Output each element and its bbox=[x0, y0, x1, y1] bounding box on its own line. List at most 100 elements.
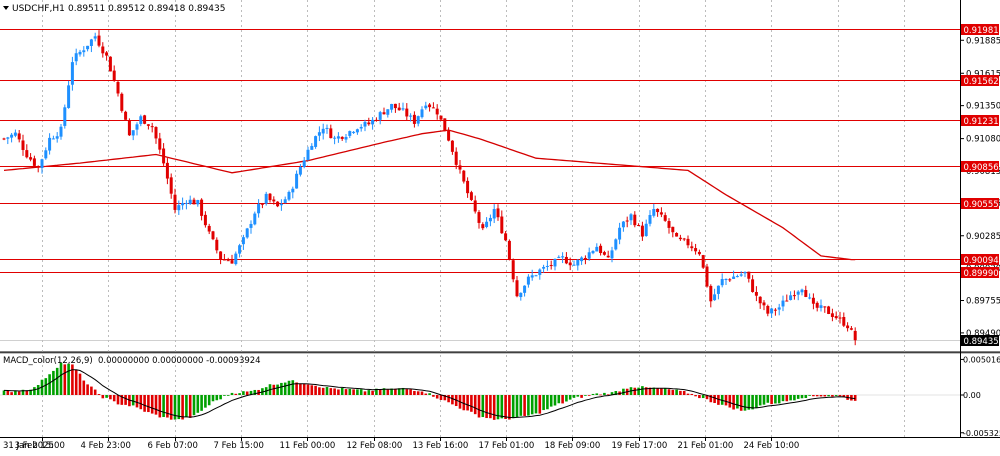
candle[interactable] bbox=[241, 234, 245, 250]
candle[interactable] bbox=[561, 252, 565, 264]
candle[interactable] bbox=[530, 269, 534, 281]
candle[interactable] bbox=[386, 109, 390, 118]
candle[interactable] bbox=[652, 203, 656, 218]
candle[interactable] bbox=[542, 264, 546, 273]
candle[interactable] bbox=[781, 295, 785, 312]
candle[interactable] bbox=[477, 210, 481, 229]
candle[interactable] bbox=[74, 48, 78, 66]
candle[interactable] bbox=[169, 173, 173, 199]
candle[interactable] bbox=[101, 42, 105, 58]
candle[interactable] bbox=[671, 226, 675, 238]
candle[interactable] bbox=[549, 260, 553, 270]
candle[interactable] bbox=[804, 285, 808, 298]
candle[interactable] bbox=[59, 124, 63, 140]
candle[interactable] bbox=[686, 235, 690, 249]
candle[interactable] bbox=[583, 255, 587, 265]
candle[interactable] bbox=[576, 259, 580, 271]
candle[interactable] bbox=[165, 158, 169, 185]
candle[interactable] bbox=[192, 197, 196, 205]
candle[interactable] bbox=[675, 232, 679, 237]
candle[interactable] bbox=[568, 257, 572, 271]
candle[interactable] bbox=[572, 260, 576, 266]
candle[interactable] bbox=[298, 164, 302, 177]
candle[interactable] bbox=[55, 132, 59, 143]
candle[interactable] bbox=[131, 130, 135, 141]
candle[interactable] bbox=[401, 102, 405, 111]
candle[interactable] bbox=[44, 147, 48, 160]
candle[interactable] bbox=[431, 102, 435, 109]
candle[interactable] bbox=[253, 211, 257, 226]
candle[interactable] bbox=[336, 132, 340, 143]
candle[interactable] bbox=[827, 305, 831, 315]
candle[interactable] bbox=[648, 210, 652, 227]
candle[interactable] bbox=[70, 56, 74, 91]
candle[interactable] bbox=[287, 190, 291, 202]
candle[interactable] bbox=[735, 274, 739, 278]
candle[interactable] bbox=[485, 217, 489, 229]
candle[interactable] bbox=[272, 196, 276, 205]
candle[interactable] bbox=[705, 263, 709, 288]
candle[interactable] bbox=[481, 222, 485, 231]
candle[interactable] bbox=[112, 65, 116, 82]
candle[interactable] bbox=[667, 218, 671, 234]
symbol-header[interactable]: USDCHF,H1 0.89511 0.89512 0.89418 0.8943… bbox=[3, 4, 225, 14]
candle[interactable] bbox=[367, 117, 371, 126]
candle[interactable] bbox=[454, 147, 458, 170]
candle[interactable] bbox=[424, 101, 428, 110]
candle[interactable] bbox=[800, 288, 804, 296]
candle[interactable] bbox=[580, 256, 584, 265]
candle[interactable] bbox=[701, 254, 705, 269]
candle[interactable] bbox=[108, 56, 112, 72]
candle[interactable] bbox=[469, 190, 473, 202]
candle[interactable] bbox=[458, 159, 462, 174]
candle[interactable] bbox=[314, 135, 318, 149]
candle[interactable] bbox=[416, 115, 420, 127]
candle[interactable] bbox=[135, 122, 139, 136]
candle[interactable] bbox=[51, 135, 55, 140]
candle[interactable] bbox=[306, 146, 310, 161]
candle[interactable] bbox=[545, 260, 549, 271]
candle[interactable] bbox=[762, 300, 766, 311]
candle[interactable] bbox=[724, 278, 728, 286]
candle[interactable] bbox=[697, 249, 701, 256]
candle[interactable] bbox=[796, 290, 800, 301]
candle[interactable] bbox=[378, 110, 382, 125]
candle[interactable] bbox=[838, 311, 842, 324]
candle[interactable] bbox=[644, 219, 648, 237]
candle[interactable] bbox=[412, 111, 416, 128]
candle[interactable] bbox=[428, 103, 432, 112]
candle[interactable] bbox=[602, 250, 606, 256]
candle[interactable] bbox=[371, 117, 375, 130]
candle[interactable] bbox=[146, 124, 150, 130]
candle[interactable] bbox=[10, 132, 14, 143]
candle[interactable] bbox=[340, 136, 344, 141]
candle[interactable] bbox=[656, 208, 660, 217]
candle[interactable] bbox=[226, 257, 230, 262]
candle[interactable] bbox=[815, 301, 819, 312]
candle[interactable] bbox=[621, 220, 625, 232]
candle[interactable] bbox=[439, 115, 443, 121]
candle[interactable] bbox=[321, 123, 325, 140]
candle[interactable] bbox=[78, 49, 82, 57]
candle[interactable] bbox=[67, 80, 71, 109]
candle[interactable] bbox=[492, 204, 496, 224]
candle[interactable] bbox=[853, 327, 857, 346]
candle[interactable] bbox=[355, 128, 359, 135]
macd-layer[interactable] bbox=[0, 362, 960, 420]
candle[interactable] bbox=[770, 307, 774, 318]
candle[interactable] bbox=[302, 156, 306, 169]
candle[interactable] bbox=[162, 143, 166, 166]
candle[interactable] bbox=[393, 103, 397, 113]
candle[interactable] bbox=[359, 124, 363, 132]
candle[interactable] bbox=[534, 274, 538, 277]
candle[interactable] bbox=[139, 114, 143, 127]
candle[interactable] bbox=[606, 250, 610, 258]
candle[interactable] bbox=[678, 234, 682, 241]
candle[interactable] bbox=[500, 210, 504, 234]
candle[interactable] bbox=[849, 326, 853, 331]
candle[interactable] bbox=[21, 134, 25, 156]
candle[interactable] bbox=[785, 294, 789, 302]
candle[interactable] bbox=[127, 118, 131, 136]
candle[interactable] bbox=[238, 243, 242, 258]
candle[interactable] bbox=[196, 199, 200, 207]
